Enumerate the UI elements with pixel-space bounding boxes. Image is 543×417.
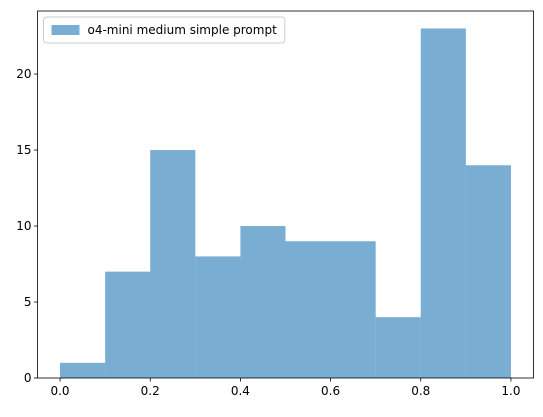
axes-frame xyxy=(37,10,534,379)
y-tick-label: 15 xyxy=(16,143,31,157)
y-tick-label: 5 xyxy=(24,295,32,309)
bar xyxy=(420,28,466,378)
bar xyxy=(60,362,106,378)
bar xyxy=(150,150,196,378)
y-tick-label: 20 xyxy=(16,67,31,81)
legend-label: o4-mini medium simple prompt xyxy=(88,23,278,37)
x-tick-label: 0.2 xyxy=(141,384,160,398)
legend xyxy=(43,16,286,44)
x-tick-label: 0.6 xyxy=(321,384,340,398)
bar xyxy=(240,226,286,378)
x-tick-label: 0.8 xyxy=(411,384,430,398)
legend-swatch xyxy=(51,25,80,35)
bar xyxy=(105,271,151,378)
bar xyxy=(330,241,376,378)
x-tick-label: 0.4 xyxy=(231,384,250,398)
bar xyxy=(285,241,331,378)
bar xyxy=(465,165,511,378)
y-tick-label: 10 xyxy=(16,219,31,233)
y-tick-label: 0 xyxy=(24,371,32,385)
bar xyxy=(195,256,241,378)
bar xyxy=(375,317,421,378)
x-tick-label: 1.0 xyxy=(501,384,520,398)
x-tick-label: 0.0 xyxy=(50,384,69,398)
